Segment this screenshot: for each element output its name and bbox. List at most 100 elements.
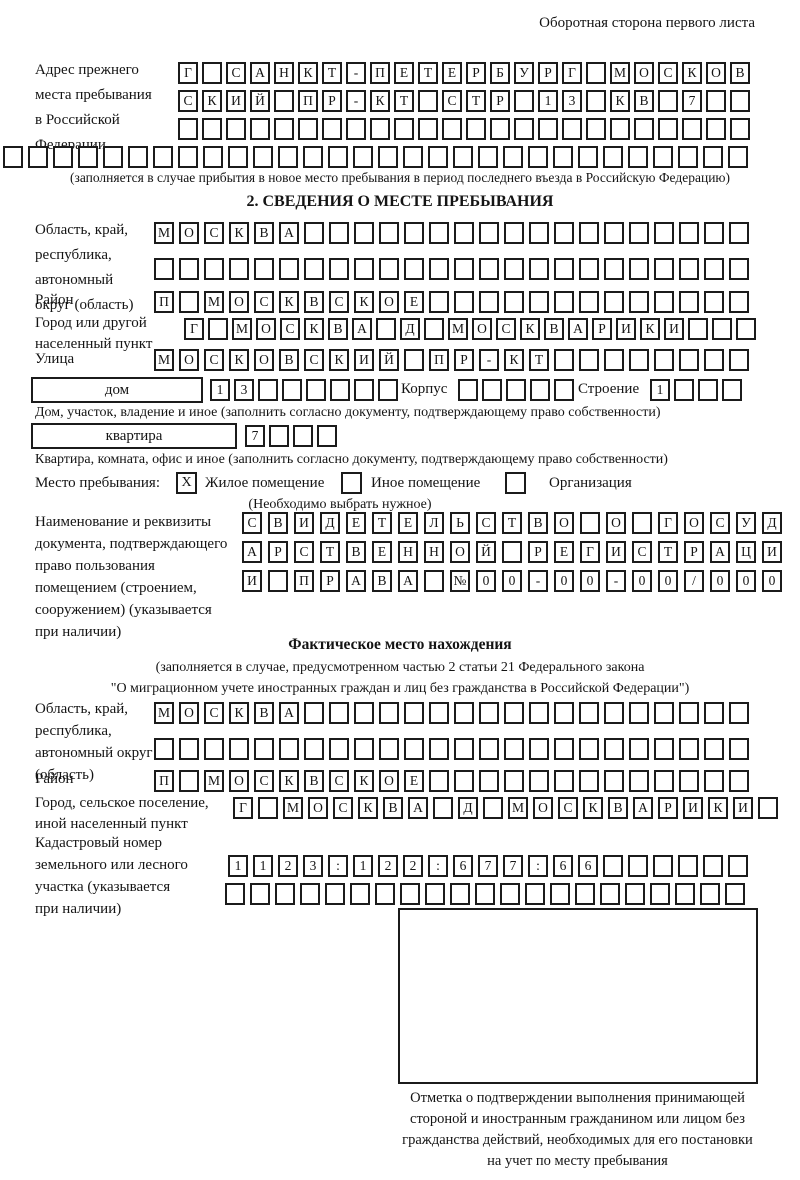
grid-cell[interactable] bbox=[629, 349, 649, 371]
grid-cell[interactable]: К bbox=[354, 770, 374, 792]
grid-cell[interactable] bbox=[454, 738, 474, 760]
grid-cell[interactable] bbox=[329, 258, 349, 280]
grid-cell[interactable]: Г bbox=[178, 62, 198, 84]
grid-cell[interactable] bbox=[704, 349, 724, 371]
grid-cell[interactable]: Е bbox=[398, 512, 418, 534]
grid-cell[interactable] bbox=[278, 146, 298, 168]
grid-cell[interactable]: Р bbox=[538, 62, 558, 84]
grid-cell[interactable] bbox=[322, 118, 342, 140]
grid-cell[interactable]: А bbox=[242, 541, 262, 563]
grid-cell[interactable]: 0 bbox=[502, 570, 522, 592]
grid-cell[interactable]: : bbox=[528, 855, 548, 877]
grid-cell[interactable] bbox=[329, 222, 349, 244]
grid-cell[interactable]: Й bbox=[250, 90, 270, 112]
grid-cell[interactable] bbox=[506, 379, 526, 401]
grid-cell[interactable] bbox=[229, 258, 249, 280]
grid-cell[interactable] bbox=[554, 222, 574, 244]
grid-cell[interactable]: С bbox=[280, 318, 300, 340]
grid-cell[interactable] bbox=[479, 738, 499, 760]
grid-cell[interactable] bbox=[730, 90, 750, 112]
grid-cell[interactable] bbox=[728, 146, 748, 168]
grid-cell[interactable] bbox=[153, 146, 173, 168]
grid-cell[interactable]: О bbox=[179, 222, 199, 244]
grid-cell[interactable] bbox=[706, 118, 726, 140]
grid-cell[interactable] bbox=[300, 883, 320, 905]
grid-cell[interactable]: Г bbox=[562, 62, 582, 84]
grid-cell[interactable] bbox=[403, 146, 423, 168]
grid-cell[interactable] bbox=[354, 738, 374, 760]
grid-cell[interactable] bbox=[586, 90, 606, 112]
grid-cell[interactable]: 0 bbox=[476, 570, 496, 592]
grid-cell[interactable] bbox=[579, 702, 599, 724]
grid-cell[interactable]: А bbox=[352, 318, 372, 340]
grid-cell[interactable]: К bbox=[708, 797, 728, 819]
grid-cell[interactable] bbox=[475, 883, 495, 905]
grid-cell[interactable]: С bbox=[226, 62, 246, 84]
grid-cell[interactable]: М bbox=[154, 702, 174, 724]
grid-cell[interactable] bbox=[579, 349, 599, 371]
grid-cell[interactable] bbox=[603, 855, 623, 877]
grid-cell[interactable]: 3 bbox=[303, 855, 323, 877]
grid-cell[interactable] bbox=[654, 702, 674, 724]
grid-cell[interactable] bbox=[442, 118, 462, 140]
grid-cell[interactable] bbox=[529, 702, 549, 724]
grid-cell[interactable] bbox=[704, 738, 724, 760]
grid-cell[interactable]: К bbox=[229, 349, 249, 371]
grid-cell[interactable]: Р bbox=[320, 570, 340, 592]
grid-cell[interactable] bbox=[254, 738, 274, 760]
grid-cell[interactable]: О bbox=[308, 797, 328, 819]
grid-cell[interactable] bbox=[330, 379, 350, 401]
grid-cell[interactable]: К bbox=[682, 62, 702, 84]
grid-cell[interactable] bbox=[429, 258, 449, 280]
grid-cell[interactable]: - bbox=[606, 570, 626, 592]
grid-cell[interactable]: Т bbox=[322, 62, 342, 84]
grid-cell[interactable] bbox=[279, 738, 299, 760]
grid-cell[interactable] bbox=[629, 291, 649, 313]
grid-cell[interactable]: Е bbox=[394, 62, 414, 84]
grid-cell[interactable]: И bbox=[354, 349, 374, 371]
grid-cell[interactable]: С bbox=[632, 541, 652, 563]
grid-cell[interactable]: Л bbox=[424, 512, 444, 534]
grid-cell[interactable]: К bbox=[358, 797, 378, 819]
grid-cell[interactable] bbox=[128, 146, 148, 168]
grid-cell[interactable] bbox=[404, 702, 424, 724]
grid-cell[interactable]: Р bbox=[528, 541, 548, 563]
grid-cell[interactable] bbox=[376, 318, 396, 340]
grid-cell[interactable]: П bbox=[294, 570, 314, 592]
grid-cell[interactable] bbox=[604, 702, 624, 724]
grid-cell[interactable] bbox=[679, 291, 699, 313]
grid-cell[interactable] bbox=[226, 118, 246, 140]
grid-cell[interactable] bbox=[712, 318, 732, 340]
grid-cell[interactable]: В bbox=[346, 541, 366, 563]
grid-cell[interactable]: К bbox=[370, 90, 390, 112]
grid-cell[interactable]: - bbox=[528, 570, 548, 592]
grid-cell[interactable] bbox=[529, 770, 549, 792]
grid-cell[interactable] bbox=[203, 146, 223, 168]
grid-cell[interactable]: Б bbox=[490, 62, 510, 84]
grid-cell[interactable] bbox=[729, 258, 749, 280]
grid-cell[interactable]: О bbox=[554, 512, 574, 534]
grid-cell[interactable] bbox=[500, 883, 520, 905]
grid-cell[interactable]: - bbox=[479, 349, 499, 371]
grid-cell[interactable]: / bbox=[684, 570, 704, 592]
grid-cell[interactable]: О bbox=[256, 318, 276, 340]
grid-cell[interactable]: В bbox=[608, 797, 628, 819]
grid-cell[interactable]: М bbox=[448, 318, 468, 340]
grid-cell[interactable] bbox=[479, 222, 499, 244]
grid-cell[interactable] bbox=[575, 883, 595, 905]
grid-cell[interactable]: О bbox=[379, 770, 399, 792]
grid-cell[interactable] bbox=[258, 379, 278, 401]
grid-cell[interactable]: 1 bbox=[538, 90, 558, 112]
grid-cell[interactable] bbox=[529, 222, 549, 244]
grid-cell[interactable]: К bbox=[229, 222, 249, 244]
grid-cell[interactable] bbox=[729, 349, 749, 371]
grid-cell[interactable]: № bbox=[450, 570, 470, 592]
grid-cell[interactable]: 1 bbox=[253, 855, 273, 877]
grid-cell[interactable] bbox=[529, 738, 549, 760]
grid-cell[interactable] bbox=[404, 258, 424, 280]
grid-cell[interactable] bbox=[304, 258, 324, 280]
grid-cell[interactable] bbox=[554, 379, 574, 401]
grid-cell[interactable]: Й bbox=[476, 541, 496, 563]
grid-cell[interactable] bbox=[353, 146, 373, 168]
grid-cell[interactable]: Р bbox=[454, 349, 474, 371]
